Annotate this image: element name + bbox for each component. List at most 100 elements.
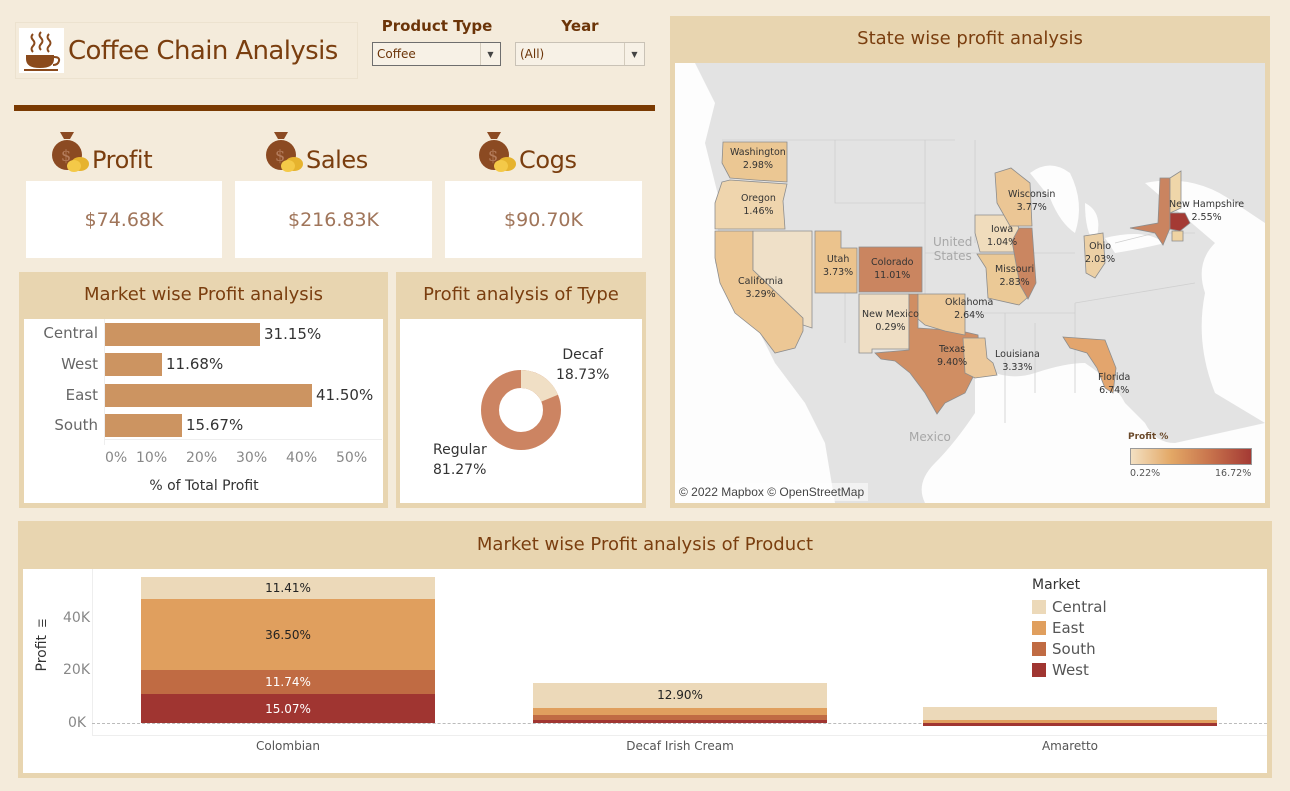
- dashboard-title: Coffee Chain Analysis: [68, 35, 338, 66]
- legend-title: Market: [1032, 577, 1081, 593]
- type-profit-panel: Profit analysis of Type Decaf 18.73% Reg…: [396, 272, 646, 508]
- bar-colombian[interactable]: 11.41% 36.50% 11.74% 15.07%: [141, 577, 435, 723]
- legend-label: East: [1052, 618, 1085, 637]
- legend-item-west[interactable]: West: [1032, 659, 1107, 680]
- state-label-utah[interactable]: Utah 3.73%: [823, 253, 853, 279]
- segment-west[interactable]: [923, 723, 1217, 726]
- state-label-iowa[interactable]: Iowa 1.04%: [987, 223, 1017, 249]
- bar-south[interactable]: [105, 414, 182, 437]
- bar-category-label: Central: [43, 324, 98, 342]
- state-label-louisiana[interactable]: Louisiana 3.33%: [995, 348, 1040, 374]
- bar-amaretto[interactable]: [923, 707, 1217, 726]
- kpi-sales-label: Sales: [306, 146, 368, 174]
- segment-west[interactable]: [533, 720, 827, 723]
- slice-value: 18.73%: [556, 367, 610, 383]
- segment-central[interactable]: 12.90%: [533, 683, 827, 708]
- x-tick: 0%: [105, 450, 128, 466]
- kpi-cogs-label: Cogs: [519, 146, 577, 174]
- bar-west[interactable]: [105, 353, 162, 376]
- state-name: New Hampshire: [1169, 199, 1245, 210]
- x-tick: 30%: [236, 450, 268, 466]
- sort-icon[interactable]: ☰: [38, 618, 49, 628]
- chevron-down-icon[interactable]: ▼: [624, 43, 644, 65]
- segment-east[interactable]: [533, 708, 827, 715]
- type-donut-chart[interactable]: Decaf 18.73% Regular 81.27%: [400, 319, 642, 503]
- bar-category-label: South: [54, 416, 98, 434]
- y-tick: 0K: [68, 715, 87, 731]
- segment-west[interactable]: 15.07%: [141, 694, 435, 723]
- state-label-colorado[interactable]: Colorado 11.01%: [871, 256, 913, 282]
- donut-chart[interactable]: [480, 369, 562, 451]
- state-label-missouri[interactable]: Missouri 2.83%: [995, 263, 1034, 289]
- state-value: 2.03%: [1085, 254, 1116, 265]
- state-value: 1.04%: [987, 237, 1018, 248]
- kpi-profit-value-card: $74.68K: [26, 181, 222, 258]
- country-label: United States: [933, 235, 972, 263]
- state-label-california[interactable]: California 3.29%: [738, 275, 783, 301]
- bar-decaf-irish-cream[interactable]: 12.90%: [533, 683, 827, 723]
- map-attribution[interactable]: © 2022 Mapbox © OpenStreetMap: [675, 483, 869, 501]
- legend-item-east[interactable]: East: [1032, 617, 1107, 638]
- segment-south[interactable]: 11.74%: [141, 670, 435, 694]
- product-type-selected-value: Coffee: [377, 47, 416, 61]
- map-panel-title: State wise profit analysis: [857, 28, 1083, 49]
- legend-item-south[interactable]: South: [1032, 638, 1107, 659]
- svg-text:$: $: [488, 146, 498, 165]
- bar-category-label: East: [65, 386, 98, 404]
- y-axis-line: [92, 569, 93, 735]
- state-label-wisconsin[interactable]: Wisconsin 3.77%: [1008, 188, 1055, 214]
- chevron-down-icon[interactable]: ▼: [480, 43, 500, 65]
- x-axis-line: [104, 439, 382, 440]
- segment-south[interactable]: [533, 715, 827, 723]
- bar-east[interactable]: [105, 384, 312, 407]
- map-canvas[interactable]: [675, 63, 1265, 503]
- product-type-dropdown[interactable]: Coffee ▼: [372, 42, 501, 66]
- state-value: 2.64%: [954, 310, 985, 321]
- state-map[interactable]: United States Mexico Washington 2.98% Ore…: [675, 63, 1265, 503]
- market-bar-chart[interactable]: Central 31.15% West 11.68% East 41.50% S…: [24, 319, 383, 503]
- bar-central[interactable]: [105, 323, 260, 346]
- legend-swatch: [1032, 641, 1046, 656]
- segment-central[interactable]: 11.41%: [141, 577, 435, 599]
- state-name: Oregon: [741, 193, 776, 204]
- donut-slice-decaf[interactable]: [481, 370, 561, 450]
- state-value: 2.55%: [1191, 212, 1222, 223]
- dashboard-title-box: Coffee Chain Analysis: [15, 22, 358, 79]
- legend-item-central[interactable]: Central: [1032, 596, 1107, 617]
- product-panel-title: Market wise Profit analysis of Product: [476, 534, 814, 555]
- year-dropdown[interactable]: (All) ▼: [515, 42, 645, 66]
- state-name: Utah: [826, 254, 850, 265]
- kpi-profit-value: $74.68K: [84, 208, 164, 231]
- state-label-new-mexico[interactable]: New Mexico 0.29%: [862, 308, 919, 334]
- state-value: 3.33%: [1002, 362, 1033, 373]
- legend-swatch: [1032, 620, 1046, 635]
- state-label-florida[interactable]: Florida 6.74%: [1098, 371, 1130, 397]
- legend-label: South: [1052, 639, 1096, 658]
- y-tick: 40K: [63, 610, 90, 626]
- segment-east[interactable]: [923, 720, 1217, 723]
- state-label-washington[interactable]: Washington 2.98%: [730, 146, 786, 172]
- state-label-texas[interactable]: Texas 9.40%: [937, 343, 967, 369]
- segment-label: 11.41%: [265, 581, 311, 595]
- product-stacked-bar-chart[interactable]: Profit ☰ 40K 20K 0K 11.41% 36.50% 11.74%…: [23, 569, 1267, 773]
- bar-value-label: 11.68%: [166, 355, 224, 373]
- market-profit-panel: Market wise Profit analysis Central 31.1…: [19, 272, 388, 508]
- state-label-oklahoma[interactable]: Oklahoma 2.64%: [945, 296, 993, 322]
- kpi-sales-header: $ Sales: [262, 128, 368, 174]
- product-profit-panel: Market wise Profit analysis of Product P…: [18, 521, 1272, 778]
- state-label-oregon[interactable]: Oregon 1.46%: [741, 192, 776, 218]
- state-label-ohio[interactable]: Ohio 2.03%: [1085, 240, 1115, 266]
- bar-value-label: 41.50%: [316, 386, 374, 404]
- state-name: Colorado: [871, 257, 914, 268]
- state-value: 3.77%: [1016, 202, 1047, 213]
- kpi-profit-header: $ Profit: [48, 128, 153, 174]
- state-label-new-hampshire[interactable]: New Hampshire 2.55%: [1169, 198, 1244, 224]
- x-category-label: Colombian: [256, 739, 320, 753]
- segment-east[interactable]: 36.50%: [141, 599, 435, 670]
- bar-value-label: 15.67%: [186, 416, 244, 434]
- slice-label: Regular: [433, 442, 487, 458]
- map-legend-title: Profit %: [1128, 432, 1169, 442]
- regular-label: Regular 81.27%: [433, 440, 487, 480]
- segment-central[interactable]: [923, 707, 1217, 720]
- type-panel-title: Profit analysis of Type: [423, 284, 619, 305]
